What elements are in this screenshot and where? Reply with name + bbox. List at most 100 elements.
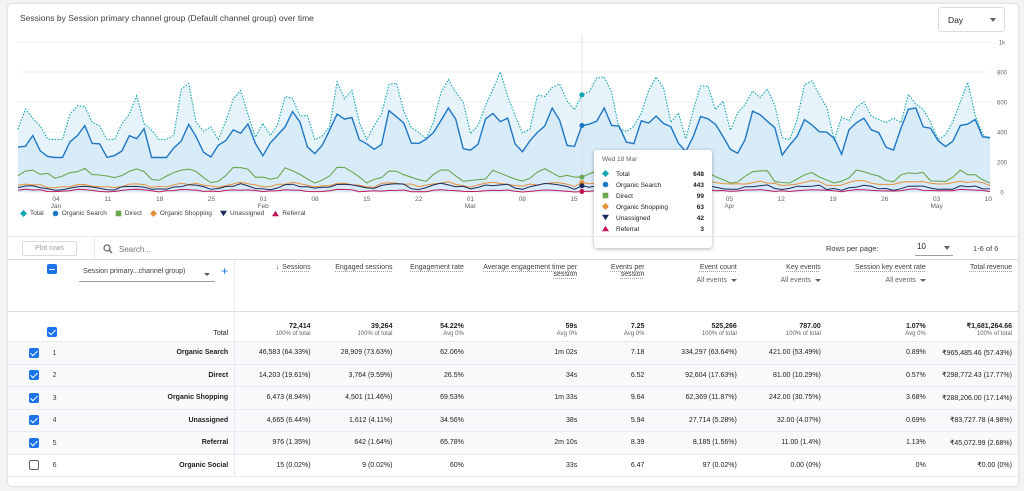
plot-rows-button[interactable]: Plot rows [22,241,77,256]
legend-item[interactable]: Direct [115,210,142,217]
column-header-label: Event count [699,264,737,271]
x-tick-label: 01 [467,196,475,203]
search-input[interactable] [119,244,239,254]
row-checkbox[interactable] [28,415,39,426]
table-row[interactable]: 1 Organic Search 46,583 (64.33%) 28,909 (73… [8,341,1018,365]
table-cell: 1m 02s [469,341,584,365]
table-cell: 9.64 [583,386,651,410]
event-filter-select[interactable]: All events [749,277,821,284]
granularity-select[interactable]: Day [938,7,1005,32]
table-cell: 65.78% [398,431,470,455]
table-cell: 1,612 (4.11%) [316,409,399,432]
total-row: Total 72,414 100% of total 39,264 100% of to… [8,311,1018,342]
dimension-select[interactable]: Session primary...channel group) [79,268,216,282]
table-row[interactable]: 5 Referral 976 (1.35%) 642 (1.64%) 65.78% 2m … [8,431,1018,455]
table-cell: ₹83,727.78 (4.98%) [931,409,1018,432]
row-index: 2 [52,372,57,380]
table-cell: 62,369 (11.87%) [650,386,743,410]
total-sub: 100% of total [785,331,821,337]
table-cell: 8.39 [583,431,651,455]
table-cell: 0.89% [826,341,932,365]
total-cell: 7.25 Avg 0% [583,311,651,342]
event-filter-select[interactable]: All events [656,277,736,284]
row-index: 6 [52,462,57,470]
legend-item[interactable]: Organic Search [52,210,107,217]
row-checkbox[interactable] [28,460,39,471]
legend-item[interactable]: Organic Shopping [149,210,212,217]
column-header[interactable]: Session key event rate All events [826,259,932,312]
table-cell: 15 (0.02%) [234,454,317,477]
table-cell: 32.00 (4.07%) [742,409,827,432]
table-cell: 26.5% [398,364,470,387]
table-cell: ₹45,072.99 (2.68%) [931,431,1018,455]
table-row[interactable]: 3 Organic Shopping 6,473 (8.94%) 4,501 (11.… [8,386,1018,410]
row-checkbox[interactable] [28,347,39,358]
legend-item[interactable]: Total [20,210,44,217]
total-sub: 100% of total [275,331,311,337]
y-tick-label: 200 [997,161,1008,167]
search-box[interactable] [94,237,239,261]
tooltip-date: Wed 18 Mar [602,156,638,163]
tooltip-row: Total 648 [602,169,704,180]
tooltip-row: Direct 99 [602,191,704,202]
table-cell: 28,909 (73.63%) [316,341,399,365]
column-header[interactable]: ↓ Sessions [234,259,317,312]
rows-per-page-label: Rows per page: [826,244,879,253]
total-value: 787.00 [799,323,821,330]
column-header-label: Events per session [610,264,645,278]
table-cell: 3,764 (9.59%) [316,364,399,387]
total-cell: 59s Avg 0% [469,311,584,342]
tooltip-row: Organic Shopping 63 [602,202,704,213]
table-cell: 60% [398,454,470,477]
chevron-down-icon [990,18,996,22]
event-filter-select[interactable]: All events [833,277,926,284]
table-row[interactable]: 2 Direct 14,203 (19.61%) 3,764 (9.59%) 26.5%… [8,364,1018,387]
table-cell: ₹288,206.00 (17.14%) [931,386,1018,410]
tooltip-label: Organic Search [616,182,662,189]
x-tick-label: 25 [208,196,216,203]
tooltip-value: 3 [700,226,704,233]
table-cell: 6.52 [583,364,651,387]
tooltip-value: 63 [696,204,704,211]
table-cell: 46,583 (64.33%) [234,341,317,365]
y-tick-label: 600 [997,101,1008,107]
total-checkbox[interactable] [46,327,57,337]
total-cell: 525,266 100% of total [650,311,743,342]
x-tick-label: 08 [311,196,319,203]
column-header-label: Engaged sessions [335,264,393,271]
row-checkbox[interactable] [28,392,39,403]
legend-item[interactable]: Unassigned [219,210,264,217]
total-value: ₹1,681,264.66 [966,323,1012,330]
table-cell: ₹298,772.43 (17.77%) [931,364,1018,387]
legend-item[interactable]: Referral [272,210,305,217]
tooltip-value: 42 [696,215,704,222]
add-dimension-icon[interactable]: + [221,264,229,278]
column-header[interactable]: Average engagement time per session [469,259,584,312]
column-header[interactable]: Total revenue [931,259,1018,312]
row-checkbox[interactable] [28,437,39,448]
diamond-icon [149,210,157,217]
table-cell: 0.57% [826,364,932,387]
circle-icon [52,210,59,217]
table-row[interactable]: 6 Organic Social 15 (0.02%) 9 (0.02%) 60% 33s… [8,454,1018,477]
column-header[interactable]: Key events All events [742,259,827,312]
rows-per-page-select[interactable]: 10 [915,242,953,256]
total-cell: 54.22% Avg 0% [398,311,470,342]
x-tick-month: May [930,203,943,210]
select-all-checkbox[interactable] [46,264,57,274]
column-header[interactable]: Engaged sessions [316,259,399,312]
row-index: 1 [52,349,57,357]
hover-marker [579,174,585,180]
legend-label: Direct [124,210,142,217]
table-row[interactable]: 4 Unassigned 4,665 (6.44%) 1,612 (4.11%) 34.… [8,409,1018,432]
column-header[interactable]: Engagement rate [398,259,470,312]
row-checkbox[interactable] [28,370,39,381]
x-tick-month: Jan [51,203,62,210]
granularity-value: Day [948,15,964,25]
total-sub: Avg 0% [443,331,464,337]
column-header[interactable]: Event count All events [650,259,743,312]
table-cell: 38s [469,409,584,432]
x-tick-label: 08 [519,196,527,203]
column-header[interactable]: Events per session [583,259,651,312]
